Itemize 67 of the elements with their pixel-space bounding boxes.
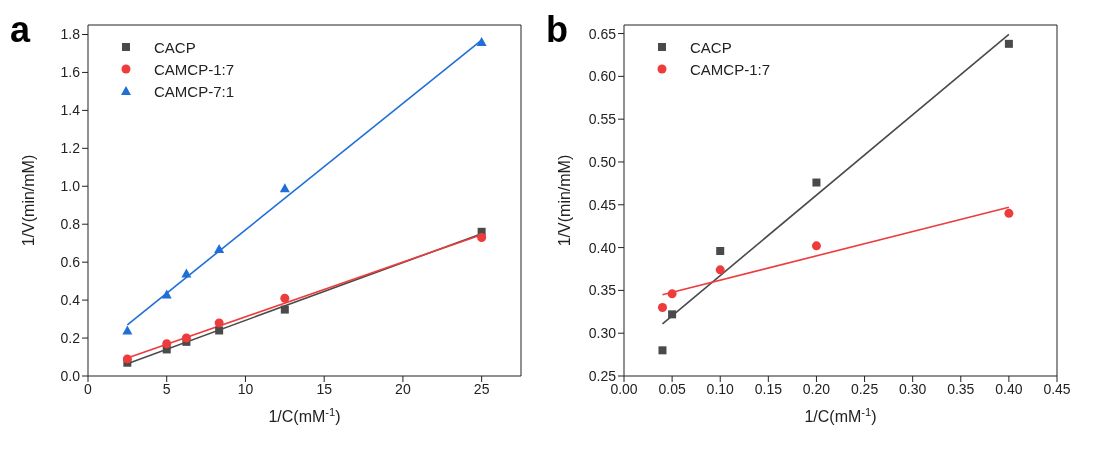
point: [214, 243, 225, 253]
point: [1004, 39, 1013, 48]
x-tick-label: 0.45: [1043, 380, 1071, 397]
x-tick-label: 0.15: [754, 380, 783, 397]
point: [657, 303, 667, 313]
y-tick-label: 1.2: [60, 140, 81, 157]
x-tick-label: 0.05: [658, 380, 686, 397]
x-tick-label: 0.40: [995, 380, 1023, 397]
point: [181, 268, 192, 278]
legend-label: CACP: [154, 38, 196, 56]
point: [811, 241, 821, 251]
point: [280, 293, 290, 303]
legend-label: CAMCP-1:7: [690, 60, 771, 78]
point: [477, 233, 487, 242]
chart-title: b: [546, 9, 568, 50]
y-axis-title: 1/V(min/mM): [20, 154, 37, 247]
y-tick-label: 0.2: [60, 330, 81, 347]
y-tick-label: 0.60: [588, 68, 617, 85]
x-axis-title: 1/C(mM$^{-1}$): [268, 406, 341, 425]
point: [279, 183, 290, 193]
point: [215, 326, 224, 335]
point: [214, 318, 224, 328]
y-tick-label: 0.30: [588, 325, 617, 342]
point: [667, 289, 677, 299]
chart-title: a: [10, 9, 31, 50]
legend-label: CAMCP-1:7: [154, 60, 235, 78]
y-tick-label: 0.6: [60, 254, 81, 271]
point: [812, 178, 821, 187]
y-tick-label: 0.55: [588, 111, 617, 128]
legend-label: CAMCP-7:1: [154, 82, 235, 100]
point: [161, 289, 172, 299]
point: [1004, 208, 1014, 218]
point: [668, 310, 677, 319]
legend-label: CACP: [690, 38, 732, 56]
y-tick-label: 0.4: [60, 292, 81, 309]
y-tick-label: 0.65: [588, 25, 617, 42]
x-tick-label: 5: [162, 380, 171, 397]
point: [476, 37, 487, 47]
point: [658, 346, 667, 355]
x-tick-label: 0.10: [706, 380, 735, 397]
point: [122, 354, 132, 364]
y-axis-title: 1/V(min/mM): [556, 154, 573, 247]
y-tick-label: 0.35: [588, 282, 617, 299]
y-tick-label: 1.8: [60, 26, 81, 43]
x-tick-label: 25: [473, 380, 490, 397]
point: [181, 333, 191, 343]
x-tick-label: 15: [316, 380, 333, 397]
y-tick-label: 0.0: [60, 367, 81, 384]
y-tick-label: 0.40: [588, 239, 617, 256]
x-axis-title: 1/C(mM$^{-1}$): [804, 406, 877, 425]
y-tick-label: 1.6: [60, 64, 81, 81]
y-tick-label: 1.4: [60, 102, 81, 119]
y-tick-label: 0.8: [60, 216, 81, 233]
point: [716, 247, 725, 256]
x-tick-label: 20: [395, 380, 411, 397]
y-tick-label: 1.0: [60, 178, 81, 195]
x-tick-label: 0.35: [947, 380, 975, 397]
x-tick-label: 0.30: [899, 380, 927, 397]
x-tick-label: 0.25: [850, 380, 879, 397]
x-tick-label: 10: [237, 380, 254, 397]
point: [280, 305, 289, 314]
x-tick-label: 0.20: [802, 380, 831, 397]
x-tick-label: 0: [84, 380, 93, 397]
y-tick-label: 0.50: [588, 153, 617, 170]
point: [162, 339, 172, 349]
y-tick-label: 0.45: [588, 196, 617, 213]
point: [715, 265, 725, 275]
